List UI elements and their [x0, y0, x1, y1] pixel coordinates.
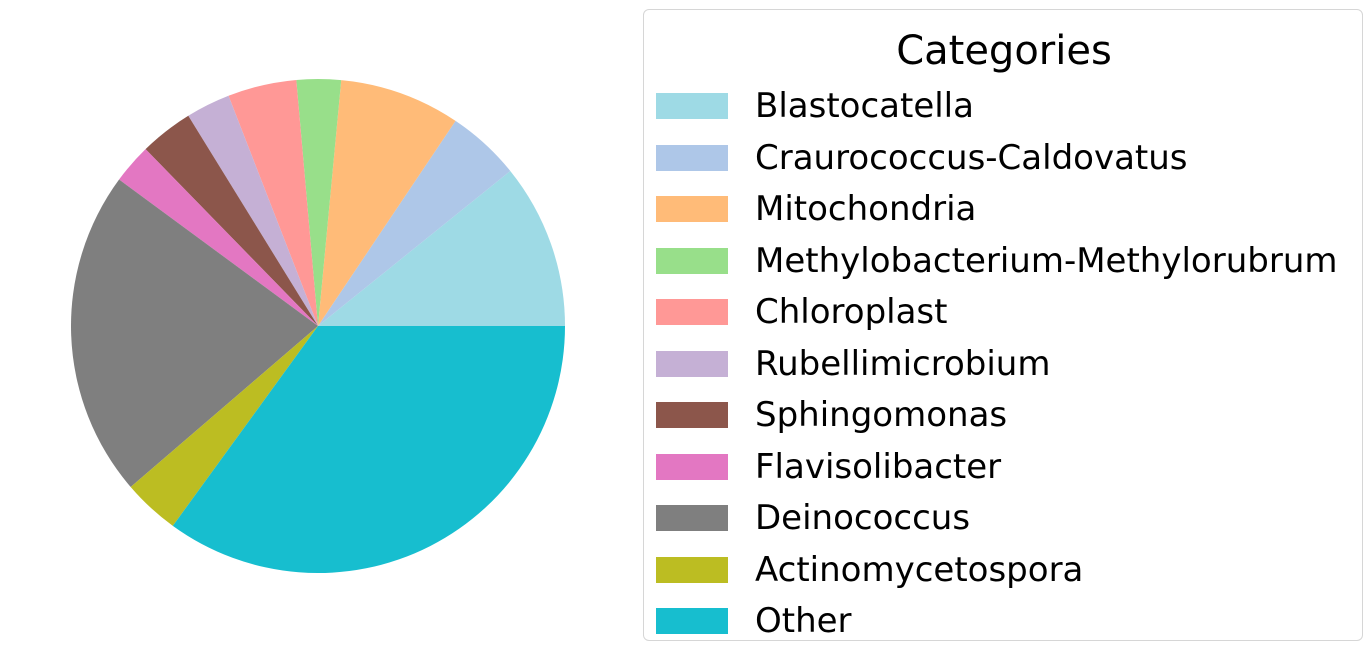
pie-slice-craurococcus-caldovatus — [318, 120, 511, 326]
legend-item: Craurococcus-Caldovatus — [656, 134, 1356, 178]
legend-swatch — [656, 556, 728, 583]
pie-slice-blastocatella — [318, 170, 565, 326]
legend-item: Mitochondria — [656, 185, 1356, 229]
legend-swatch — [656, 453, 728, 480]
pie-slice-actinomycetospora — [130, 326, 318, 526]
legend-swatch — [656, 402, 728, 428]
pie-chart — [70, 78, 565, 574]
legend-label: Chloroplast — [755, 292, 948, 332]
pie-slice-rubellimicrobium — [188, 95, 318, 326]
legend-swatch — [656, 93, 728, 119]
pie-slice-methylobacterium-methylorubrum — [296, 78, 342, 326]
legend-item: Deinococcus — [656, 494, 1356, 538]
legend-item: Chloroplast — [656, 288, 1356, 332]
legend-swatch — [656, 608, 728, 634]
legend-item: Rubellimicrobium — [656, 340, 1356, 384]
legend-item: Sphingomonas — [656, 391, 1356, 435]
legend-label: Craurococcus-Caldovatus — [755, 137, 1188, 178]
pie-slice-mitochondria — [318, 80, 456, 326]
legend-label: Actinomycetospora — [755, 549, 1084, 590]
legend-label: Mitochondria — [755, 189, 977, 229]
pie-slice-chloroplast — [228, 79, 318, 326]
legend-swatch — [656, 299, 728, 325]
pie-slice-sphingomonas — [145, 115, 318, 326]
legend-item: Flavisolibacter — [656, 443, 1356, 487]
legend-label: Blastocatella — [755, 86, 974, 126]
legend-title: Categories — [896, 28, 1112, 74]
legend-item: Other — [656, 597, 1356, 641]
legend-swatch — [656, 350, 728, 377]
legend-item: Blastocatella — [656, 82, 1356, 126]
legend-swatch — [656, 247, 728, 274]
legend-swatch — [656, 144, 728, 171]
legend-item: Methylobacterium-Methylorubrum — [656, 237, 1356, 281]
pie-slice-deinococcus — [70, 179, 318, 487]
legend: Categories Blastocatella Craurococcus-Cal… — [643, 9, 1363, 641]
pie-slice-flavisolibacter — [119, 149, 318, 326]
legend-label: Sphingomonas — [755, 395, 1008, 435]
legend-label: Methylobacterium-Methylorubrum — [755, 240, 1338, 281]
legend-label: Rubellimicrobium — [755, 343, 1051, 384]
legend-label: Deinococcus — [755, 498, 971, 538]
legend-item: Actinomycetospora — [656, 546, 1356, 590]
pie-slice-other — [172, 326, 565, 574]
legend-swatch — [656, 196, 728, 222]
legend-label: Flavisolibacter — [755, 446, 1002, 487]
legend-label: Other — [755, 601, 852, 641]
legend-swatch — [656, 505, 728, 531]
